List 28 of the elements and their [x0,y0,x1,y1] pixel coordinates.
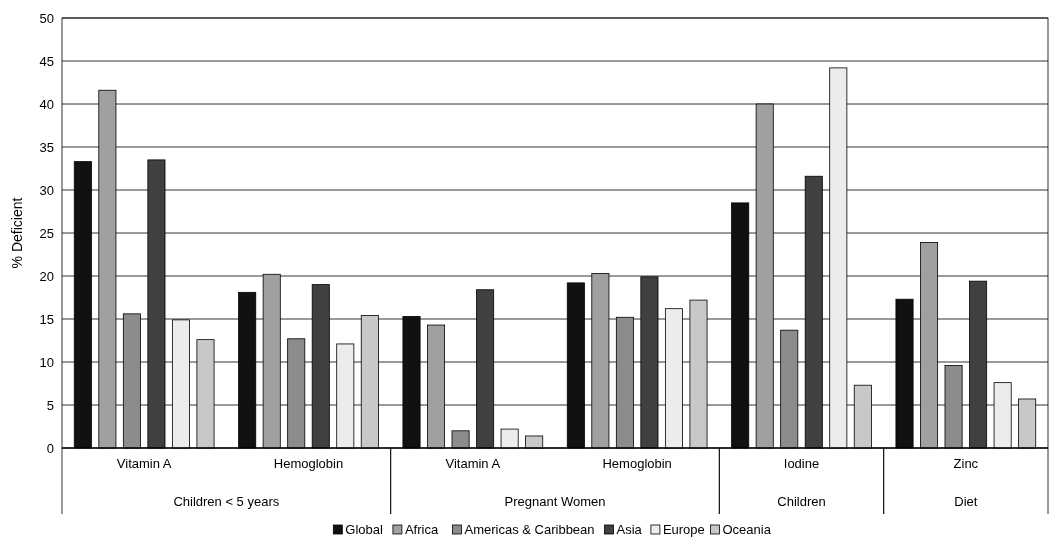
y-tick-label: 25 [39,225,54,241]
y-tick-label: 40 [39,96,54,112]
y-tick-label: 50 [39,10,54,26]
legend-label: Global [345,522,383,537]
text: Children < 5 years [173,494,280,509]
text: Children [777,494,826,509]
legend-label: Africa [404,522,439,537]
y-tick-label: 5 [46,397,54,413]
y-tick-label: 35 [39,139,54,155]
y-tick-label: 10 [39,354,54,370]
x-tick-label: Vitamin A [116,456,172,471]
x-tick-label: Vitamin A [445,456,501,471]
legend-label: Europe [662,522,705,537]
legend-label: Asia [616,522,643,537]
y-tick-label: 45 [39,53,54,69]
y-tick-label: 30 [39,182,54,198]
text: Diet [954,494,978,509]
x-tick-label: Zinc [953,456,979,471]
y-tick-label: 0 [46,440,54,456]
x-tick-label: Iodine [783,456,820,471]
y-axis-title: % Deficient [9,197,25,269]
x-tick-label: Hemoglobin [602,456,672,471]
y-tick-label: 15 [39,311,54,327]
legend-label: Americas & Caribbean [464,522,595,537]
y-tick-label: 20 [39,268,54,284]
x-tick-label: Hemoglobin [273,456,344,471]
text: Pregnant Women [504,494,606,509]
legend-label: Oceania [722,522,772,537]
